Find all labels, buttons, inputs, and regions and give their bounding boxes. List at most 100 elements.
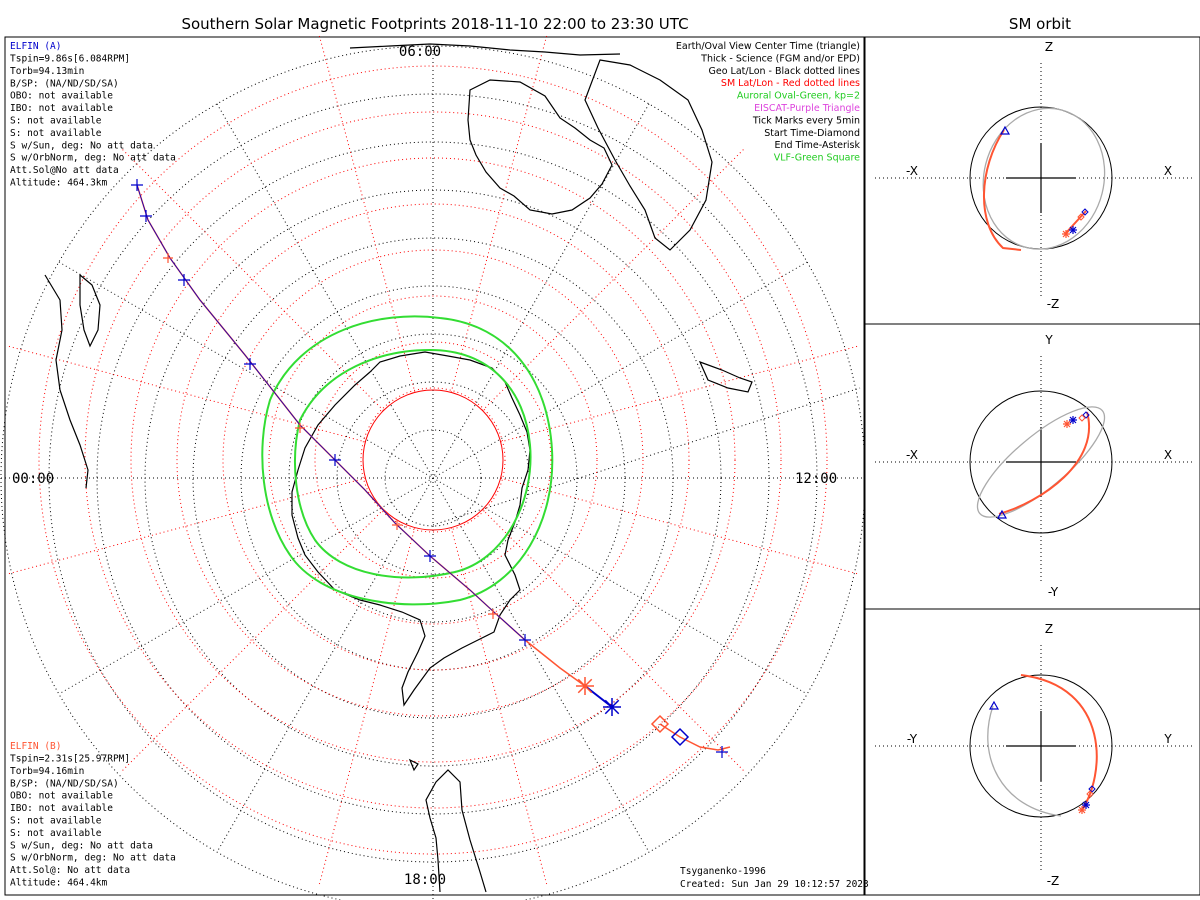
elfin-b-info-line: Torb=94.16min: [10, 766, 84, 777]
south-georgia-coastline: [408, 758, 419, 772]
satellite-tracks: [131, 179, 731, 758]
sm-latitude-circle: [268, 295, 598, 625]
orbit-panel-xz: [864, 36, 1200, 325]
orbit-start-diamond: [1082, 411, 1090, 419]
orbit-start-diamond: [1078, 414, 1086, 422]
elfin-a-tick-mark: [716, 746, 728, 758]
orbit-end-asterisk: [1063, 420, 1071, 428]
orbit-panel-xy-plot: -X X Y -Y: [875, 333, 1195, 599]
orbit-end-asterisk: [1082, 801, 1090, 809]
earth-center-cross: [1006, 711, 1076, 781]
orbit-axis-label: Y: [1044, 333, 1053, 347]
elfin-a-tick-mark: [131, 179, 143, 191]
auroral-oval-equatorward: [261, 315, 554, 606]
sm-meridian: [121, 509, 384, 772]
orbit-view-triangle: [999, 125, 1011, 135]
geo-meridian: [432, 387, 861, 526]
sm-latitude-circle: [314, 341, 552, 579]
elfin-a-end-asterisk: [603, 698, 621, 716]
sm-pole-circle: [362, 389, 504, 531]
auroral-oval-poleward: [294, 348, 532, 579]
geo-meridian: [58, 261, 808, 695]
legend-item: VLF-Green Square: [774, 153, 860, 164]
sm-meridian: [7, 477, 366, 575]
orbit-axis-label: Y: [1163, 732, 1172, 746]
orbit-axis-label: -X: [906, 164, 918, 178]
orbit-axis-label: X: [1164, 448, 1172, 462]
polar-map: [0, 34, 866, 900]
elfin-a-name: ELFIN (A): [10, 41, 61, 52]
legend-item: EISCAT-Purple Triangle: [754, 103, 860, 114]
orbit-end-asterisk: [1069, 226, 1077, 234]
orbit-panels: [864, 36, 1200, 896]
australia-coastline: [467, 79, 613, 215]
geo-grid: [0, 45, 866, 900]
elfin-a-tick-mark: [140, 210, 152, 222]
antarctica-coastline: [291, 351, 531, 707]
elfin-b-track-tail: [659, 723, 731, 751]
new-zealand-coastline: [698, 360, 753, 393]
elfin-a-info: ELFIN (A) Tspin=9.86s[6.084RPM]Torb=94.1…: [10, 41, 176, 189]
model-label: Tsyganenko-1996: [680, 866, 766, 877]
elfin-b-info-line: OBO: not available: [10, 791, 113, 802]
elfin-b-info-line: Tspin=2.31s[25.97RPM]: [10, 754, 130, 765]
elfin-b-info-line: IBO: not available: [10, 803, 113, 814]
orbit-path-elfin: [983, 129, 1022, 251]
earth-circle: [969, 674, 1113, 818]
elfin-b-tick-mark: [488, 609, 498, 619]
orbit-plots: -X X Z -Z -X X Y -Y -Y Y Z -Z: [875, 40, 1195, 888]
legend-item: End Time-Asterisk: [774, 140, 860, 151]
madagascar-coastline: [79, 273, 101, 348]
orbit-start-diamond: [1081, 208, 1089, 216]
sm-meridian: [500, 477, 859, 575]
sm-meridian: [482, 509, 745, 772]
orbit-end-asterisk: [1078, 806, 1086, 814]
sm-meridian: [482, 148, 745, 411]
sm-meridian: [450, 34, 548, 393]
south-america-coastline: [425, 769, 487, 893]
elfin-a-info-line: OBO: not available: [10, 91, 113, 102]
elfin-a-tick-mark: [244, 358, 256, 370]
orbit-start-diamond: [1088, 785, 1096, 793]
elfin-b-info-line: S: not available: [10, 828, 102, 839]
elfin-a-info-line: S: not available: [10, 116, 102, 127]
elfin-a-info-line: B/SP: (NA/ND/SD/SA): [10, 78, 119, 89]
auroral-oval: [261, 315, 554, 606]
earth-center-cross: [1006, 427, 1076, 497]
elfin-a-tick-mark: [424, 550, 436, 562]
sm-latitude-circle: [360, 387, 506, 533]
legend-item: Geo Lat/Lon - Black dotted lines: [708, 66, 860, 77]
elfin-b-info-line: S w/Sun, deg: No att data: [10, 840, 153, 851]
elfin-b-info-line: S w/OrbNorm, deg: No att data: [10, 853, 176, 864]
elfin-b-end-asterisk: [576, 677, 594, 695]
elfin-b-info: ELFIN (B) Tspin=2.31s[25.97RPM]Torb=94.1…: [10, 741, 176, 889]
orbit-axis-label: Z: [1045, 40, 1053, 54]
legend: Earth/Oval View Center Time (triangle)Th…: [676, 41, 861, 164]
sm-meridian: [500, 345, 859, 443]
elfin-b-info-line: Altitude: 464.4km: [10, 878, 108, 889]
orbit-panel-xz-plot: -X X Z -Z: [875, 40, 1195, 311]
africa-coastline: [44, 274, 89, 489]
elfin-a-info-line: Tspin=9.86s[6.084RPM]: [10, 54, 130, 65]
elfin-a-start-diamond: [670, 727, 690, 747]
mlt-label-top: 06:00: [399, 44, 441, 60]
elfin-b-tick-mark: [163, 253, 173, 263]
orbit-axis-label: X: [1164, 164, 1172, 178]
elfin-a-info-line: S w/Sun, deg: No att data: [10, 140, 153, 151]
orbit-panel-yz: [864, 608, 1200, 896]
legend-item: Thick - Science (FGM and/or EPD): [700, 53, 860, 64]
orbit-title: SM orbit: [1009, 15, 1071, 33]
legend-item: Earth/Oval View Center Time (triangle): [676, 41, 860, 52]
papua-coastline: [584, 59, 713, 251]
elfin-b-start-diamond: [650, 714, 670, 734]
elfin-b-track: [136, 184, 586, 687]
orbit-panel-xy: [864, 323, 1200, 610]
orbit-start-diamond: [1077, 213, 1085, 221]
orbit-path-gray: [982, 107, 1106, 250]
elfin-b-info-line: S: not available: [10, 816, 102, 827]
mlt-label-right: 12:00: [795, 471, 837, 487]
elfin-a-info-line: Att.Sol@No att data: [10, 165, 119, 176]
sm-meridian: [450, 527, 548, 886]
elfin-a-tick-mark: [329, 454, 341, 466]
orbit-axis-label: -Y: [907, 732, 918, 746]
